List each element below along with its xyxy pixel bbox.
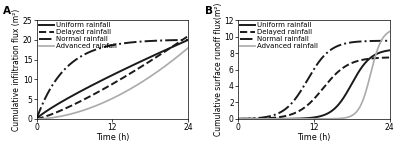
Delayed rainfall [331, 75, 336, 77]
Normal rainfall [236, 118, 240, 120]
Uniform rainfall [345, 91, 350, 92]
Uniform rainfall [34, 118, 39, 120]
X-axis label: Time (h): Time (h) [297, 133, 330, 142]
Advanced rainfall [296, 118, 300, 120]
Normal rainfall [254, 117, 258, 119]
Delayed rainfall [144, 63, 148, 65]
Uniform rainfall [285, 118, 290, 120]
Normal rainfall [186, 39, 191, 41]
Advanced rainfall [331, 118, 336, 120]
Advanced rainfall [144, 78, 148, 80]
Normal rainfall [345, 42, 350, 44]
Advanced rainfall [186, 47, 191, 49]
Normal rainfall [144, 40, 148, 42]
Delayed rainfall [34, 118, 39, 120]
Y-axis label: Cumulative infiltration flux (m²): Cumulative infiltration flux (m²) [12, 8, 21, 131]
Legend: Uniform rainfall, Delayed rainfall, Normal rainfall, Advanced rainfall: Uniform rainfall, Delayed rainfall, Norm… [38, 21, 118, 50]
Advanced rainfall [144, 78, 149, 80]
Advanced rainfall [285, 118, 290, 120]
X-axis label: Time (h): Time (h) [96, 133, 129, 142]
Advanced rainfall [236, 118, 240, 120]
Legend: Uniform rainfall, Delayed rainfall, Normal rainfall, Advanced rainfall: Uniform rainfall, Delayed rainfall, Norm… [239, 21, 319, 50]
Normal rainfall [346, 42, 350, 44]
Normal rainfall [387, 40, 392, 42]
Text: A: A [3, 6, 11, 16]
Line: Normal rainfall: Normal rainfall [238, 41, 390, 119]
Delayed rainfall [144, 62, 149, 64]
Uniform rainfall [144, 58, 149, 59]
Delayed rainfall [186, 35, 191, 37]
Advanced rainfall [84, 108, 88, 110]
Normal rainfall [331, 47, 336, 49]
Uniform rainfall [254, 118, 258, 120]
Delayed rainfall [296, 111, 300, 112]
Delayed rainfall [254, 118, 258, 120]
Advanced rainfall [94, 105, 99, 106]
Uniform rainfall [296, 118, 300, 119]
Line: Uniform rainfall: Uniform rainfall [238, 50, 390, 119]
Uniform rainfall [94, 82, 99, 84]
Advanced rainfall [34, 118, 39, 120]
Advanced rainfall [52, 116, 57, 118]
Uniform rainfall [52, 105, 57, 107]
Line: Delayed rainfall: Delayed rainfall [36, 36, 188, 119]
Y-axis label: Cumulative surface runoff flux(m²): Cumulative surface runoff flux(m²) [214, 3, 223, 136]
Advanced rainfall [346, 116, 350, 118]
Uniform rainfall [186, 39, 191, 41]
Delayed rainfall [52, 112, 57, 114]
Normal rainfall [34, 118, 39, 120]
Advanced rainfall [345, 116, 350, 118]
Uniform rainfall [236, 118, 240, 120]
Normal rainfall [296, 94, 300, 96]
Line: Delayed rainfall: Delayed rainfall [238, 57, 390, 119]
Advanced rainfall [130, 87, 134, 89]
Advanced rainfall [254, 118, 258, 120]
Delayed rainfall [236, 118, 240, 120]
Delayed rainfall [345, 64, 350, 66]
Delayed rainfall [84, 98, 88, 99]
Normal rainfall [84, 53, 88, 55]
Uniform rainfall [387, 49, 392, 51]
Normal rainfall [285, 107, 290, 108]
Line: Advanced rainfall: Advanced rainfall [36, 48, 188, 119]
Uniform rainfall [331, 109, 336, 111]
Uniform rainfall [346, 89, 350, 91]
Delayed rainfall [94, 92, 99, 94]
Normal rainfall [94, 48, 99, 50]
Uniform rainfall [130, 65, 134, 66]
Normal rainfall [130, 41, 134, 43]
Uniform rainfall [84, 87, 88, 89]
Advanced rainfall [387, 31, 392, 32]
Normal rainfall [52, 81, 57, 82]
Delayed rainfall [285, 115, 290, 116]
Text: B: B [204, 6, 212, 16]
Normal rainfall [144, 40, 149, 42]
Delayed rainfall [130, 71, 134, 73]
Delayed rainfall [387, 57, 392, 58]
Uniform rainfall [144, 58, 148, 60]
Delayed rainfall [346, 64, 350, 66]
Line: Uniform rainfall: Uniform rainfall [36, 40, 188, 119]
Line: Normal rainfall: Normal rainfall [36, 40, 188, 119]
Line: Advanced rainfall: Advanced rainfall [238, 32, 390, 119]
